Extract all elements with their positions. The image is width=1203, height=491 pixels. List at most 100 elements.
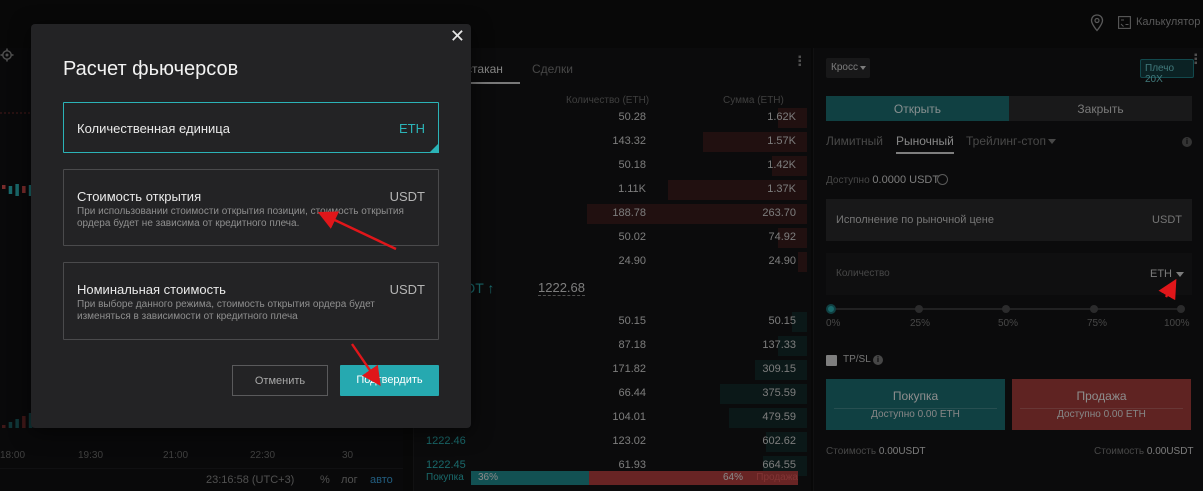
bid-row[interactable]: 50.15 50.15 — [414, 310, 812, 334]
divider — [1020, 408, 1183, 409]
option-description: При выборе данного режима, стоимость отк… — [77, 299, 375, 322]
bid-sum: 479.59 — [762, 411, 796, 423]
slider-step[interactable] — [1089, 305, 1098, 313]
cost-label: Стоимость — [1094, 446, 1145, 457]
bid-row[interactable]: 87.18 137.33 — [414, 334, 812, 358]
option-name: Стоимость открытия — [77, 189, 202, 204]
ask-sum: 1.62K — [767, 111, 796, 123]
buy-button[interactable]: Покупка Доступно 0.00 ETH — [826, 379, 1005, 430]
ask-row[interactable]: 24.90 24.90 — [414, 250, 812, 274]
option-unit: USDT — [389, 189, 425, 204]
bid-row[interactable]: 66.44 375.59 — [414, 382, 812, 406]
chevron-down-icon[interactable] — [1048, 139, 1056, 144]
percent-toggle[interactable]: % — [320, 474, 330, 486]
sell-button[interactable]: Продажа Доступно 0.00 ETH — [1012, 379, 1191, 430]
slider-label: 25% — [910, 318, 931, 329]
ask-sum: 1.37K — [767, 183, 796, 195]
slider-step[interactable] — [1177, 305, 1185, 313]
cost-label: Стоимость — [826, 446, 877, 457]
option-nominal-value[interactable]: Номинальная стоимость USDT При выборе да… — [63, 262, 439, 340]
close-icon[interactable]: ✕ — [449, 26, 465, 46]
leverage-button[interactable]: Плечо 20X — [1140, 59, 1194, 85]
slider-label: 100% — [1164, 318, 1190, 329]
margin-mode-select[interactable]: Кросс — [826, 58, 870, 78]
divider — [834, 408, 997, 409]
location-pin-icon[interactable] — [1090, 14, 1104, 32]
depth-bar — [792, 312, 807, 332]
bid-row[interactable]: 104.01 479.59 — [414, 406, 812, 430]
active-tab-underline — [444, 82, 520, 84]
depth-bar — [720, 384, 807, 404]
ask-row[interactable]: 1.11K 1.37K — [414, 178, 812, 202]
slider-step[interactable] — [826, 304, 836, 314]
sell-button-label: Продажа — [1076, 389, 1127, 403]
info-icon[interactable]: i — [873, 355, 883, 365]
depth-bar — [798, 252, 807, 272]
bid-sum: 50.15 — [768, 315, 796, 327]
candle — [8, 186, 13, 194]
auto-toggle[interactable]: авто — [370, 474, 393, 486]
volume-bar — [15, 419, 19, 428]
cost-value: 0.00USDT — [1146, 446, 1194, 457]
open-position-tab[interactable]: Открыть — [826, 96, 1009, 121]
slider-step[interactable] — [1002, 305, 1010, 313]
depth-bar — [729, 408, 807, 428]
ask-quantity: 50.02 — [618, 231, 646, 243]
chevron-down-icon[interactable] — [1176, 272, 1184, 277]
bid-price: 1222.46 — [426, 435, 466, 447]
ratio-sell-label: Продажа — [756, 472, 798, 483]
volume-bar — [2, 425, 6, 428]
futures-calculation-dialog: ✕ Расчет фьючерсов Количественная единиц… — [31, 24, 471, 428]
quantity-input[interactable]: Количество ETH — [826, 253, 1192, 295]
column-header-sum: Сумма (ETH) — [723, 95, 784, 106]
depth-bar — [772, 156, 807, 176]
more-options-icon[interactable]: ▪ ▪ ▪ — [798, 52, 802, 71]
tab-market[interactable]: Рыночный — [896, 134, 954, 148]
ask-row[interactable]: 50.18 1.42K — [414, 154, 812, 178]
calculator-link[interactable]: Калькулятор — [1136, 16, 1201, 28]
option-quantity-unit[interactable]: Количественная единица ETH — [63, 102, 439, 153]
price-input[interactable]: Исполнение по рыночной цене USDT — [826, 199, 1192, 241]
depth-bar — [766, 432, 807, 452]
ask-sum: 1.57K — [767, 135, 796, 147]
available-label: Доступно — [826, 175, 870, 186]
info-icon[interactable]: i — [1182, 137, 1192, 147]
ask-row[interactable]: 188.78 263.70 — [414, 202, 812, 226]
bid-row[interactable]: 1222.46 123.02 602.62 — [414, 430, 812, 454]
transfer-icon[interactable] — [937, 174, 948, 185]
tab-trades[interactable]: Сделки — [532, 62, 573, 76]
quantity-unit-select[interactable]: ETH — [1150, 268, 1172, 280]
log-toggle[interactable]: лог — [341, 474, 358, 486]
sell-cost: Стоимость 0.00USDT — [1094, 446, 1194, 457]
slider-step[interactable] — [914, 305, 923, 313]
time-axis: 18:00 19:30 21:00 22:30 30 — [0, 448, 360, 468]
chevron-down-icon — [860, 66, 866, 70]
close-position-tab[interactable]: Закрыть — [1009, 96, 1192, 121]
candle — [28, 185, 33, 196]
cancel-button[interactable]: Отменить — [232, 365, 328, 396]
tab-limit[interactable]: Лимитный — [826, 134, 883, 148]
ask-row[interactable]: 50.28 1.62K — [414, 106, 812, 130]
bid-quantity: 50.15 — [618, 315, 646, 327]
tab-trailing-stop[interactable]: Трейлинг-стоп — [966, 134, 1046, 148]
time-label: 21:00 — [163, 450, 189, 461]
time-label: 18:00 — [0, 450, 26, 461]
option-opening-cost[interactable]: Стоимость открытия USDT При использовани… — [63, 169, 439, 246]
bid-sum: 309.15 — [762, 363, 796, 375]
time-label: 22:30 — [250, 450, 276, 461]
available-value: 0.0000 USDT — [872, 174, 940, 186]
gear-icon[interactable] — [0, 48, 14, 62]
depth-bar — [778, 336, 807, 356]
ask-row[interactable]: 50.02 74.92 — [414, 226, 812, 250]
quantity-slider[interactable] — [826, 304, 1185, 314]
tpsl-checkbox[interactable] — [826, 355, 837, 366]
confirm-button[interactable]: Подтвердить — [340, 365, 439, 396]
bid-row[interactable]: 171.82 309.15 — [414, 358, 812, 382]
mark-price: 1222.68 — [538, 280, 585, 296]
buy-button-label: Покупка — [892, 389, 939, 403]
trading-panel: Кросс Плечо 20X ▪ ▪ ▪ Открыть Закрыть Лими… — [813, 48, 1203, 491]
slider-label: 75% — [1087, 318, 1108, 329]
ask-row[interactable]: 143.32 1.57K — [414, 130, 812, 154]
more-options-icon[interactable]: ▪ ▪ ▪ — [1194, 50, 1198, 69]
calculator-icon[interactable] — [1118, 16, 1131, 29]
